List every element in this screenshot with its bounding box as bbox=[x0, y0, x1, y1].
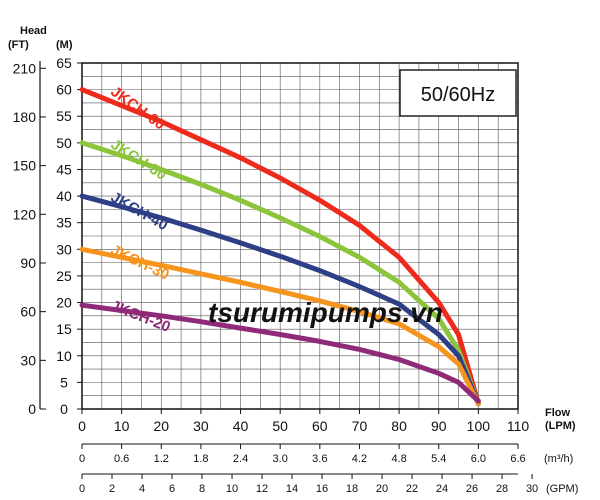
y-tick-label-m: 30 bbox=[56, 241, 72, 257]
y-tick-label-ft: 0 bbox=[28, 401, 36, 417]
y-axis-ft: 0 30 60 90 120 150 180 210 bbox=[13, 60, 46, 417]
x-tick-label-gpm: 22 bbox=[406, 483, 418, 495]
series-label-jkch-20: JKCH-20 bbox=[108, 297, 172, 336]
frequency-label: 50/60Hz bbox=[421, 84, 496, 106]
x-unit-lpm: (LPM) bbox=[545, 420, 576, 432]
head-title: Head bbox=[20, 25, 47, 37]
x-tick-label-gpm: 8 bbox=[199, 483, 205, 495]
y-unit-ft: (FT) bbox=[8, 39, 29, 51]
x-tick-label-gpm: 18 bbox=[346, 483, 358, 495]
x-tick-label-gpm: 28 bbox=[496, 483, 508, 495]
x-tick-label-m3h: 4.8 bbox=[391, 453, 406, 465]
x-tick-label-gpm: 2 bbox=[109, 483, 115, 495]
y-tick-label-m: 65 bbox=[56, 55, 72, 71]
x-tick-label-lpm: 60 bbox=[312, 418, 328, 434]
y-tick-label-m: 20 bbox=[56, 295, 72, 311]
x-tick-label-m3h: 2.4 bbox=[233, 453, 248, 465]
x-tick-label-m3h: 1.8 bbox=[193, 453, 208, 465]
x-tick-label-lpm: 80 bbox=[391, 418, 407, 434]
x-tick-label-lpm: 10 bbox=[114, 418, 130, 434]
y-axis-m: 0 5 10 15 20 25 30 35 40 45 50 55 60 65 bbox=[56, 55, 82, 417]
x-tick-label-lpm: 110 bbox=[507, 418, 530, 434]
plot-border bbox=[81, 62, 519, 410]
y-tick-label-ft: 180 bbox=[13, 109, 37, 125]
x-tick-label-gpm: 12 bbox=[256, 483, 268, 495]
x-tick-label-m3h: 4.2 bbox=[352, 453, 367, 465]
x-title: Flow bbox=[545, 407, 570, 419]
x-tick-label-m3h: 3.6 bbox=[312, 453, 327, 465]
y-unit-m: (M) bbox=[56, 39, 73, 51]
x-unit-gpm: (GPM) bbox=[546, 483, 578, 495]
x-tick-label-m3h: 0 bbox=[79, 453, 85, 465]
y-tick-label-m: 45 bbox=[56, 161, 72, 177]
x-tick-label-lpm: 70 bbox=[352, 418, 368, 434]
x-tick-label-m3h: 6.0 bbox=[471, 453, 486, 465]
y-tick-label-ft: 90 bbox=[20, 255, 36, 271]
x-tick-label-lpm: 50 bbox=[272, 418, 288, 434]
y-tick-label-ft: 120 bbox=[13, 206, 37, 222]
frequency-box: 50/60Hz bbox=[399, 69, 517, 117]
y-tick-label-m: 15 bbox=[56, 321, 72, 337]
x-tick-label-m3h: 0.6 bbox=[114, 453, 129, 465]
x-tick-label-m3h: 6.6 bbox=[510, 453, 525, 465]
watermark: tsurumipumps.vn bbox=[208, 297, 443, 328]
x-tick-label-m3h: 1.2 bbox=[154, 453, 169, 465]
x-tick-label-gpm: 10 bbox=[226, 483, 238, 495]
series-line-jkch-60 bbox=[79, 87, 481, 407]
y-tick-label-m: 40 bbox=[56, 188, 72, 204]
y-tick-label-m: 55 bbox=[56, 108, 72, 124]
x-unit-m3h: (m³/h) bbox=[544, 453, 573, 465]
x-tick-label-gpm: 20 bbox=[376, 483, 388, 495]
y-tick-label-ft: 150 bbox=[13, 158, 37, 174]
y-tick-label-ft: 30 bbox=[20, 352, 36, 368]
x-tick-label-m3h: 5.4 bbox=[431, 453, 446, 465]
y-tick-label-ft: 60 bbox=[20, 304, 36, 320]
x-axis-gpm: 0 2 4 6 8 10 12 14 16 18 20 22 24 26 28 30 bbox=[79, 473, 538, 495]
x-tick-label-lpm: 20 bbox=[153, 418, 169, 434]
series-line-jkch-20 bbox=[79, 302, 481, 404]
y-tick-label-m: 35 bbox=[56, 215, 72, 231]
x-tick-label-lpm: 40 bbox=[233, 418, 249, 434]
x-tick-label-lpm: 30 bbox=[193, 418, 209, 434]
y-tick-label-m: 50 bbox=[56, 135, 72, 151]
x-tick-label-gpm: 26 bbox=[466, 483, 478, 495]
y-tick-label-m: 25 bbox=[56, 268, 72, 284]
series-line-jkch-40 bbox=[79, 193, 481, 407]
y-tick-label-m: 5 bbox=[60, 374, 68, 390]
y-tick-label-m: 60 bbox=[56, 82, 72, 98]
y-tick-label-ft: 210 bbox=[13, 60, 37, 76]
x-tick-label-lpm: 0 bbox=[78, 418, 86, 434]
series-line-jkch-50 bbox=[79, 140, 481, 407]
series-label-jkch-60: JKCH-60 bbox=[107, 83, 168, 133]
x-axis-m3h: 0 0.6 1.2 1.8 2.4 3.0 3.6 4.2 4.8 5.4 6.0 6.6 bbox=[79, 443, 526, 465]
plot-frame bbox=[81, 62, 519, 410]
x-tick-label-m3h: 3.0 bbox=[273, 453, 288, 465]
x-tick-label-gpm: 24 bbox=[436, 483, 448, 495]
y-tick-label-m: 10 bbox=[56, 348, 72, 364]
x-axis-lpm: 0 10 20 30 40 50 60 70 80 90 100 110 bbox=[78, 409, 529, 434]
x-tick-label-lpm: 90 bbox=[431, 418, 447, 434]
x-tick-label-gpm: 16 bbox=[316, 483, 328, 495]
x-tick-label-gpm: 4 bbox=[139, 483, 145, 495]
x-tick-label-gpm: 6 bbox=[169, 483, 175, 495]
x-tick-label-lpm: 100 bbox=[467, 418, 491, 434]
x-tick-label-gpm: 14 bbox=[286, 483, 298, 495]
x-tick-label-gpm: 30 bbox=[526, 483, 538, 495]
y-tick-label-m: 0 bbox=[60, 401, 68, 417]
series-line-jkch-30 bbox=[79, 246, 481, 407]
x-tick-label-gpm: 0 bbox=[79, 483, 85, 495]
axis-headers: Head (FT) (M) Flow (LPM) (m³/h) (GPM) bbox=[8, 25, 578, 495]
